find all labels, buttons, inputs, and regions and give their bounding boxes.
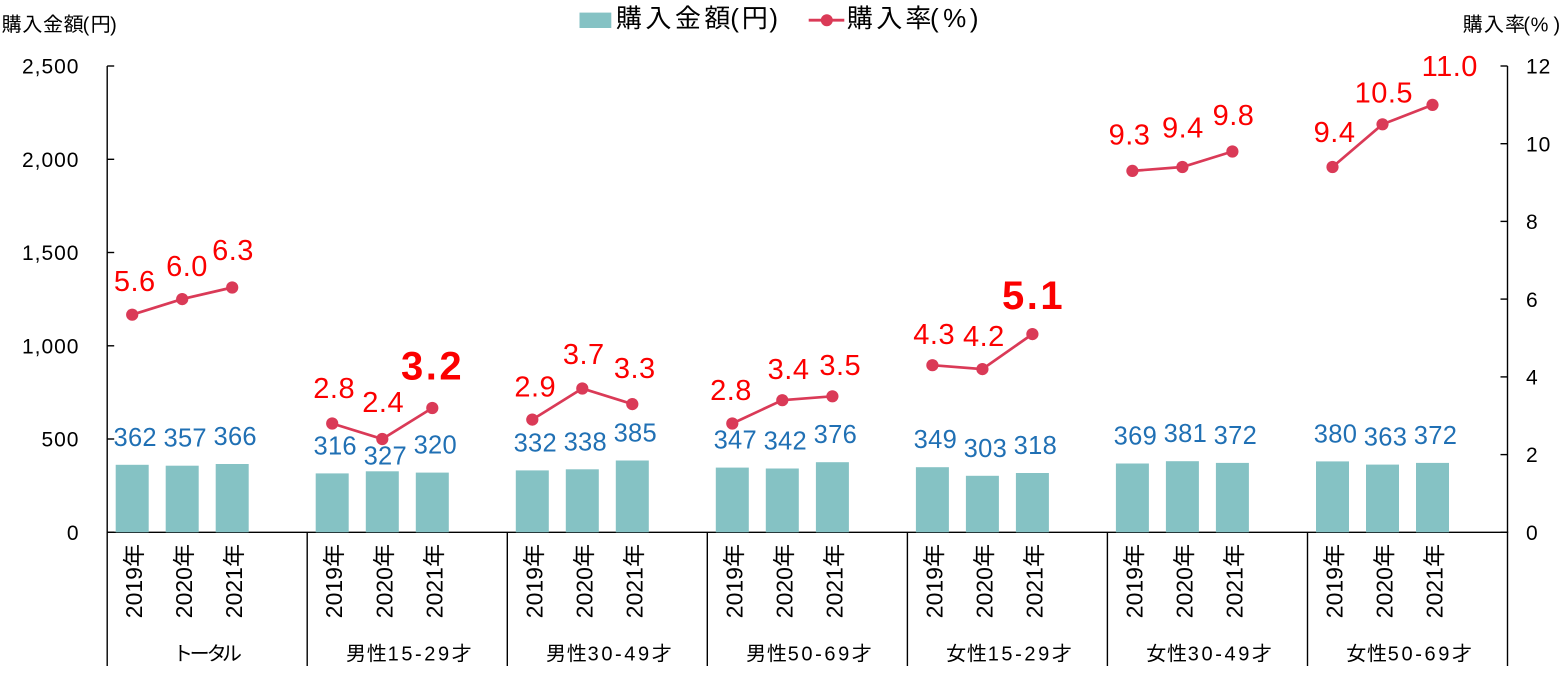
svg-text:338: 338 (564, 428, 607, 456)
svg-text:(: ( (730, 3, 739, 33)
svg-text:3.3: 3.3 (614, 353, 656, 385)
svg-text:2019: 2019 (921, 567, 947, 618)
svg-text:385: 385 (614, 420, 657, 448)
svg-text:3.4: 3.4 (768, 354, 810, 386)
svg-text:2021: 2021 (621, 567, 647, 618)
svg-text:366: 366 (213, 423, 256, 451)
svg-text:4.2: 4.2 (963, 321, 1005, 353)
svg-text:0: 0 (67, 522, 80, 545)
svg-text:9.8: 9.8 (1213, 100, 1255, 132)
svg-text:2.9: 2.9 (514, 372, 556, 404)
svg-text:5.1: 5.1 (1002, 274, 1065, 318)
svg-text:6.3: 6.3 (212, 235, 254, 267)
svg-text:342: 342 (764, 428, 807, 456)
svg-text:(: ( (1523, 14, 1530, 36)
svg-text:2020: 2020 (1372, 567, 1398, 618)
svg-text:2019: 2019 (1322, 567, 1348, 618)
svg-text:2021: 2021 (1422, 567, 1448, 618)
svg-text:3.2: 3.2 (401, 344, 464, 388)
svg-text:2021: 2021 (221, 567, 247, 618)
svg-text:2: 2 (1526, 444, 1539, 467)
svg-text:2020: 2020 (1171, 567, 1197, 618)
svg-text:15-29: 15-29 (988, 644, 1052, 666)
svg-text:318: 318 (1014, 432, 1057, 460)
svg-text:2019: 2019 (321, 567, 347, 618)
svg-text:1,000: 1,000 (22, 335, 80, 358)
svg-text:9.4: 9.4 (1314, 117, 1356, 149)
svg-text:30-49: 30-49 (1188, 644, 1252, 666)
svg-text:): ) (1554, 14, 1561, 36)
svg-text:%: % (943, 3, 966, 33)
svg-text:3.7: 3.7 (563, 339, 605, 371)
svg-text:2021: 2021 (421, 567, 447, 618)
svg-text:0: 0 (1526, 522, 1539, 545)
svg-text:363: 363 (1364, 424, 1407, 452)
svg-text:381: 381 (1164, 420, 1207, 448)
svg-text:50-69: 50-69 (788, 644, 852, 666)
svg-text:500: 500 (41, 429, 79, 452)
svg-text:): ) (110, 14, 117, 36)
svg-text:5.6: 5.6 (114, 266, 156, 298)
svg-text:1,500: 1,500 (22, 242, 80, 265)
svg-text:50-69: 50-69 (1388, 644, 1452, 666)
svg-text:4.3: 4.3 (913, 319, 955, 351)
svg-text:362: 362 (113, 424, 156, 452)
svg-text:349: 349 (914, 426, 957, 454)
svg-text:2019: 2019 (121, 567, 147, 618)
svg-text:2020: 2020 (171, 567, 197, 618)
svg-text:3.5: 3.5 (819, 350, 861, 382)
svg-text:8: 8 (1526, 211, 1539, 234)
svg-text:10.5: 10.5 (1355, 78, 1413, 110)
svg-text:316: 316 (313, 432, 356, 460)
svg-text:372: 372 (1214, 422, 1257, 450)
svg-text:347: 347 (714, 427, 757, 455)
svg-text:2021: 2021 (1021, 567, 1047, 618)
svg-text:2021: 2021 (821, 567, 847, 618)
svg-text:327: 327 (364, 442, 407, 470)
svg-text:11.0: 11.0 (1422, 51, 1478, 83)
svg-text:2020: 2020 (771, 567, 797, 618)
svg-text:372: 372 (1414, 422, 1457, 450)
svg-text:9.3: 9.3 (1109, 120, 1151, 152)
svg-text:2,500: 2,500 (22, 56, 80, 79)
svg-text:332: 332 (514, 429, 557, 457)
svg-text:2.8: 2.8 (710, 375, 752, 407)
svg-text:2020: 2020 (371, 567, 397, 618)
svg-text:2021: 2021 (1221, 567, 1247, 618)
svg-text:): ) (970, 3, 979, 33)
svg-text:2019: 2019 (721, 567, 747, 618)
svg-text:%: % (1531, 14, 1549, 36)
svg-text:380: 380 (1314, 420, 1357, 448)
svg-text:9.4: 9.4 (1162, 113, 1204, 145)
svg-text:2,000: 2,000 (22, 149, 80, 172)
svg-text:(: ( (930, 3, 939, 33)
svg-text:2020: 2020 (971, 567, 997, 618)
svg-text:2019: 2019 (1121, 567, 1147, 618)
svg-text:320: 320 (414, 432, 457, 460)
svg-text:6: 6 (1526, 289, 1539, 312)
svg-text:10: 10 (1526, 133, 1551, 156)
svg-text:2.8: 2.8 (313, 373, 355, 405)
svg-text:4: 4 (1526, 367, 1539, 390)
svg-text:376: 376 (814, 421, 857, 449)
svg-text:369: 369 (1114, 423, 1157, 451)
svg-text:303: 303 (964, 435, 1007, 463)
svg-text:12: 12 (1526, 56, 1551, 79)
svg-text:30-49: 30-49 (588, 644, 652, 666)
svg-text:15-29: 15-29 (388, 644, 452, 666)
svg-text:357: 357 (163, 425, 206, 453)
svg-text:6.0: 6.0 (166, 251, 208, 283)
svg-text:2.4: 2.4 (362, 387, 404, 419)
svg-text:2020: 2020 (571, 567, 597, 618)
svg-text:): ) (769, 3, 778, 33)
svg-text:2019: 2019 (521, 567, 547, 618)
svg-text:(: ( (83, 14, 90, 36)
